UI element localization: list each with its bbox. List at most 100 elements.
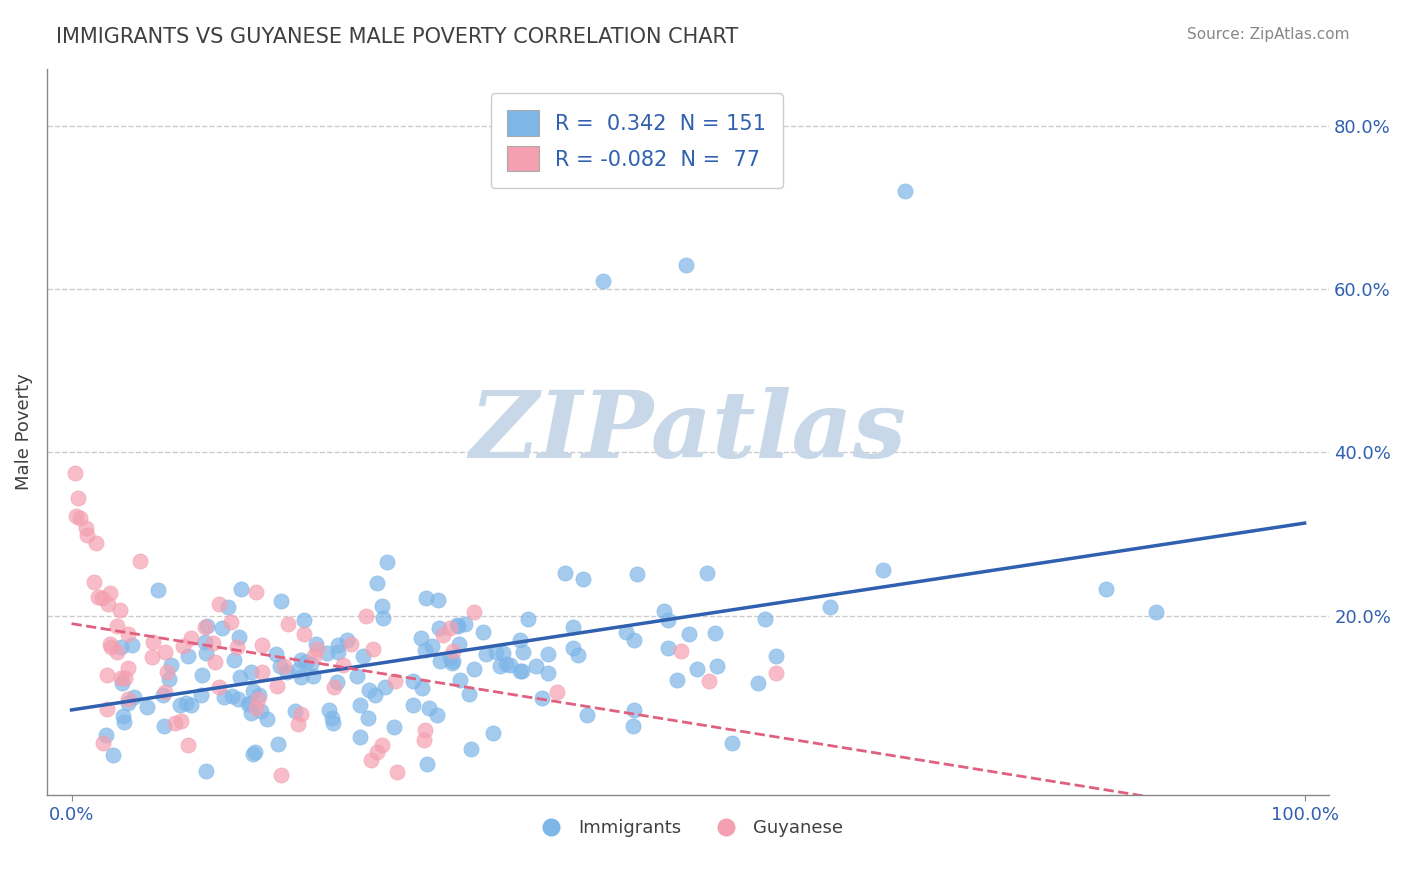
Guyanese xyxy=(69,511,91,525)
Immigrants xyxy=(402,698,425,713)
Immigrants xyxy=(194,635,217,649)
Immigrants xyxy=(562,640,585,655)
Immigrants xyxy=(247,688,270,702)
Immigrants xyxy=(180,698,202,712)
Guyanese xyxy=(340,637,363,651)
Immigrants xyxy=(657,613,679,627)
Immigrants xyxy=(242,684,264,698)
Immigrants xyxy=(747,676,769,690)
Immigrants xyxy=(415,756,437,771)
Guyanese xyxy=(277,616,299,631)
Guyanese xyxy=(100,640,122,654)
Immigrants xyxy=(242,747,264,761)
Guyanese xyxy=(413,723,436,737)
Guyanese xyxy=(65,509,87,524)
Guyanese xyxy=(201,636,224,650)
Immigrants xyxy=(537,647,560,661)
Immigrants xyxy=(706,658,728,673)
Guyanese xyxy=(129,553,152,567)
Immigrants xyxy=(222,653,245,667)
Immigrants xyxy=(754,612,776,626)
Immigrants xyxy=(284,704,307,718)
Guyanese xyxy=(97,598,120,612)
Immigrants xyxy=(626,567,648,582)
Guyanese xyxy=(413,733,436,747)
Immigrants xyxy=(121,638,143,652)
Immigrants xyxy=(190,668,212,682)
Immigrants xyxy=(665,673,688,687)
Immigrants xyxy=(427,621,450,635)
Guyanese xyxy=(90,591,112,606)
Immigrants xyxy=(1144,605,1167,619)
Guyanese xyxy=(117,660,139,674)
Immigrants xyxy=(328,645,350,659)
Guyanese xyxy=(697,673,720,688)
Immigrants xyxy=(321,711,343,725)
Immigrants xyxy=(336,633,359,648)
Immigrants xyxy=(326,638,349,652)
Guyanese xyxy=(172,640,194,654)
Guyanese xyxy=(323,680,346,694)
Immigrants xyxy=(686,662,709,676)
Immigrants xyxy=(384,720,406,734)
Immigrants xyxy=(153,719,176,733)
Immigrants xyxy=(458,687,481,701)
Immigrants xyxy=(349,698,371,712)
Immigrants xyxy=(427,593,450,607)
Guyanese xyxy=(302,649,325,664)
Immigrants xyxy=(94,727,117,741)
Immigrants xyxy=(482,726,505,740)
Immigrants xyxy=(592,274,614,288)
Immigrants xyxy=(475,647,498,661)
Immigrants xyxy=(409,631,432,645)
Guyanese xyxy=(384,674,406,689)
Immigrants xyxy=(240,706,263,720)
Legend: Immigrants, Guyanese: Immigrants, Guyanese xyxy=(526,812,851,845)
Guyanese xyxy=(208,597,231,611)
Immigrants xyxy=(245,746,267,760)
Immigrants xyxy=(652,604,675,618)
Immigrants xyxy=(267,737,290,751)
Immigrants xyxy=(509,665,531,679)
Guyanese xyxy=(305,641,328,656)
Text: Source: ZipAtlas.com: Source: ZipAtlas.com xyxy=(1187,27,1350,42)
Guyanese xyxy=(153,685,176,699)
Guyanese xyxy=(546,685,568,699)
Immigrants xyxy=(441,654,464,668)
Immigrants xyxy=(349,731,371,745)
Immigrants xyxy=(447,637,470,651)
Immigrants xyxy=(239,696,262,710)
Immigrants xyxy=(250,704,273,718)
Immigrants xyxy=(228,630,250,644)
Immigrants xyxy=(270,593,292,607)
Guyanese xyxy=(250,665,273,679)
Text: ZIPatlas: ZIPatlas xyxy=(470,387,907,477)
Immigrants xyxy=(352,648,374,663)
Immigrants xyxy=(420,639,443,653)
Immigrants xyxy=(491,646,513,660)
Immigrants xyxy=(322,716,344,731)
Immigrants xyxy=(290,670,312,684)
Immigrants xyxy=(117,697,139,711)
Guyanese xyxy=(273,659,295,673)
Guyanese xyxy=(290,707,312,722)
Immigrants xyxy=(657,640,679,655)
Immigrants xyxy=(413,642,436,657)
Guyanese xyxy=(250,638,273,652)
Guyanese xyxy=(246,692,269,706)
Guyanese xyxy=(65,467,87,481)
Immigrants xyxy=(818,600,841,615)
Immigrants xyxy=(295,655,318,669)
Guyanese xyxy=(76,528,98,542)
Immigrants xyxy=(703,625,725,640)
Guyanese xyxy=(91,736,114,750)
Immigrants xyxy=(623,703,645,717)
Immigrants xyxy=(429,654,451,668)
Immigrants xyxy=(357,711,380,725)
Guyanese xyxy=(107,644,129,658)
Immigrants xyxy=(454,616,477,631)
Immigrants xyxy=(576,708,599,723)
Immigrants xyxy=(157,672,180,686)
Guyanese xyxy=(117,692,139,706)
Guyanese xyxy=(245,700,267,714)
